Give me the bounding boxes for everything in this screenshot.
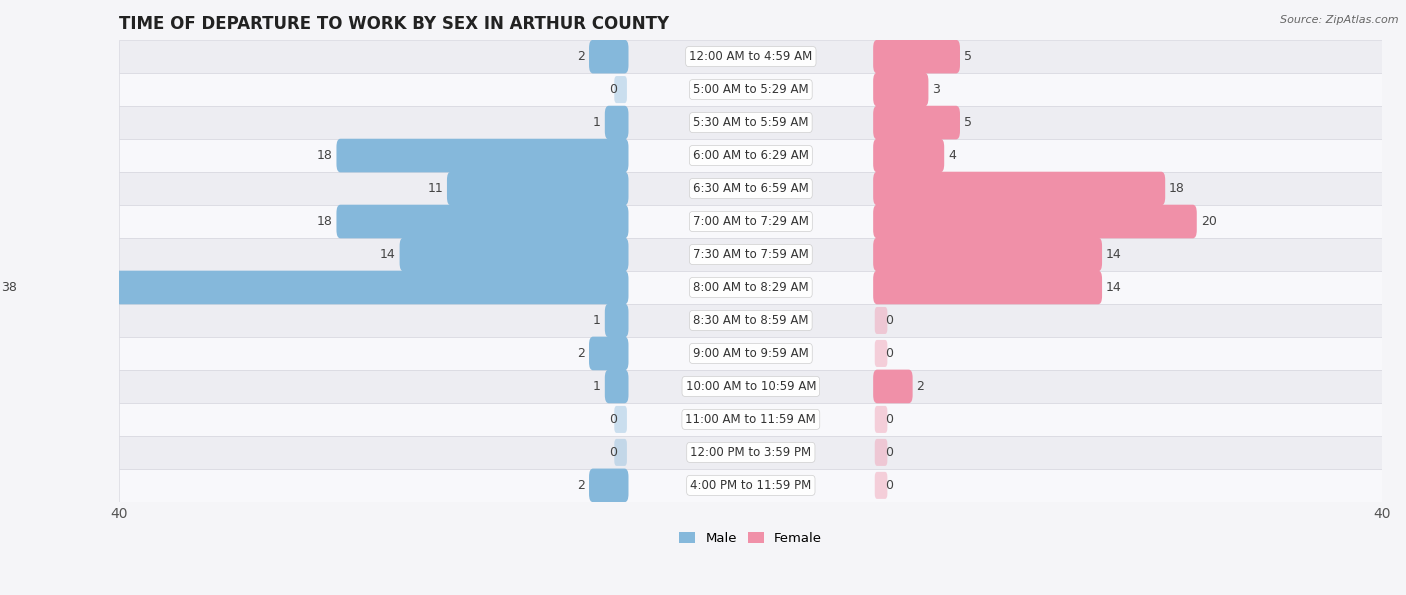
Text: 5: 5 xyxy=(965,50,972,63)
FancyBboxPatch shape xyxy=(589,40,628,73)
Text: 1: 1 xyxy=(593,314,600,327)
Text: 12:00 PM to 3:59 PM: 12:00 PM to 3:59 PM xyxy=(690,446,811,459)
FancyBboxPatch shape xyxy=(873,73,928,107)
Bar xyxy=(120,238,1382,271)
Text: 5: 5 xyxy=(965,116,972,129)
Text: 8:30 AM to 8:59 AM: 8:30 AM to 8:59 AM xyxy=(693,314,808,327)
Text: 6:30 AM to 6:59 AM: 6:30 AM to 6:59 AM xyxy=(693,182,808,195)
FancyBboxPatch shape xyxy=(875,472,887,499)
Text: 11:00 AM to 11:59 AM: 11:00 AM to 11:59 AM xyxy=(686,413,817,426)
Text: 14: 14 xyxy=(1107,248,1122,261)
Bar xyxy=(120,40,1382,73)
Text: 0: 0 xyxy=(609,83,617,96)
Legend: Male, Female: Male, Female xyxy=(673,527,828,551)
FancyBboxPatch shape xyxy=(875,340,887,367)
Text: 8:00 AM to 8:29 AM: 8:00 AM to 8:29 AM xyxy=(693,281,808,294)
Text: 0: 0 xyxy=(609,413,617,426)
Text: 1: 1 xyxy=(593,116,600,129)
FancyBboxPatch shape xyxy=(614,76,627,103)
FancyBboxPatch shape xyxy=(875,439,887,466)
Text: 5:00 AM to 5:29 AM: 5:00 AM to 5:29 AM xyxy=(693,83,808,96)
Text: 7:30 AM to 7:59 AM: 7:30 AM to 7:59 AM xyxy=(693,248,808,261)
Text: 0: 0 xyxy=(884,479,893,492)
FancyBboxPatch shape xyxy=(336,139,628,173)
FancyBboxPatch shape xyxy=(589,337,628,370)
Bar xyxy=(120,436,1382,469)
Text: 14: 14 xyxy=(380,248,395,261)
Text: 20: 20 xyxy=(1201,215,1216,228)
Text: 6:00 AM to 6:29 AM: 6:00 AM to 6:29 AM xyxy=(693,149,808,162)
Text: 2: 2 xyxy=(578,347,585,360)
Bar xyxy=(120,370,1382,403)
FancyBboxPatch shape xyxy=(873,237,1102,271)
FancyBboxPatch shape xyxy=(875,307,887,334)
Bar xyxy=(120,139,1382,172)
FancyBboxPatch shape xyxy=(605,303,628,337)
Text: 0: 0 xyxy=(884,314,893,327)
Text: 9:00 AM to 9:59 AM: 9:00 AM to 9:59 AM xyxy=(693,347,808,360)
FancyBboxPatch shape xyxy=(873,205,1197,239)
Text: TIME OF DEPARTURE TO WORK BY SEX IN ARTHUR COUNTY: TIME OF DEPARTURE TO WORK BY SEX IN ARTH… xyxy=(120,15,669,33)
FancyBboxPatch shape xyxy=(873,369,912,403)
Bar xyxy=(120,172,1382,205)
Text: 18: 18 xyxy=(316,215,332,228)
Bar xyxy=(120,205,1382,238)
Text: 7:00 AM to 7:29 AM: 7:00 AM to 7:29 AM xyxy=(693,215,808,228)
Bar xyxy=(120,469,1382,502)
Text: 0: 0 xyxy=(609,446,617,459)
Text: 12:00 AM to 4:59 AM: 12:00 AM to 4:59 AM xyxy=(689,50,813,63)
Text: 5:30 AM to 5:59 AM: 5:30 AM to 5:59 AM xyxy=(693,116,808,129)
FancyBboxPatch shape xyxy=(589,468,628,502)
Bar xyxy=(120,271,1382,304)
FancyBboxPatch shape xyxy=(21,271,628,304)
Text: 10:00 AM to 10:59 AM: 10:00 AM to 10:59 AM xyxy=(686,380,815,393)
Text: 4: 4 xyxy=(948,149,956,162)
Text: 2: 2 xyxy=(578,50,585,63)
FancyBboxPatch shape xyxy=(614,439,627,466)
FancyBboxPatch shape xyxy=(873,106,960,139)
Bar xyxy=(120,304,1382,337)
FancyBboxPatch shape xyxy=(399,237,628,271)
Text: 0: 0 xyxy=(884,413,893,426)
FancyBboxPatch shape xyxy=(873,40,960,73)
Text: 18: 18 xyxy=(1170,182,1185,195)
Text: 0: 0 xyxy=(884,446,893,459)
Text: 0: 0 xyxy=(884,347,893,360)
Text: 38: 38 xyxy=(1,281,17,294)
FancyBboxPatch shape xyxy=(605,106,628,139)
FancyBboxPatch shape xyxy=(875,406,887,433)
FancyBboxPatch shape xyxy=(614,406,627,433)
Text: 14: 14 xyxy=(1107,281,1122,294)
Bar xyxy=(120,403,1382,436)
FancyBboxPatch shape xyxy=(336,205,628,239)
FancyBboxPatch shape xyxy=(447,172,628,205)
Text: 2: 2 xyxy=(578,479,585,492)
FancyBboxPatch shape xyxy=(873,172,1166,205)
Text: 2: 2 xyxy=(917,380,925,393)
Text: Source: ZipAtlas.com: Source: ZipAtlas.com xyxy=(1281,15,1399,25)
FancyBboxPatch shape xyxy=(873,271,1102,304)
Bar xyxy=(120,337,1382,370)
Text: 4:00 PM to 11:59 PM: 4:00 PM to 11:59 PM xyxy=(690,479,811,492)
FancyBboxPatch shape xyxy=(605,369,628,403)
Text: 18: 18 xyxy=(316,149,332,162)
Text: 1: 1 xyxy=(593,380,600,393)
Bar xyxy=(120,106,1382,139)
FancyBboxPatch shape xyxy=(873,139,945,173)
Text: 3: 3 xyxy=(932,83,941,96)
Bar xyxy=(120,73,1382,106)
Text: 11: 11 xyxy=(427,182,443,195)
